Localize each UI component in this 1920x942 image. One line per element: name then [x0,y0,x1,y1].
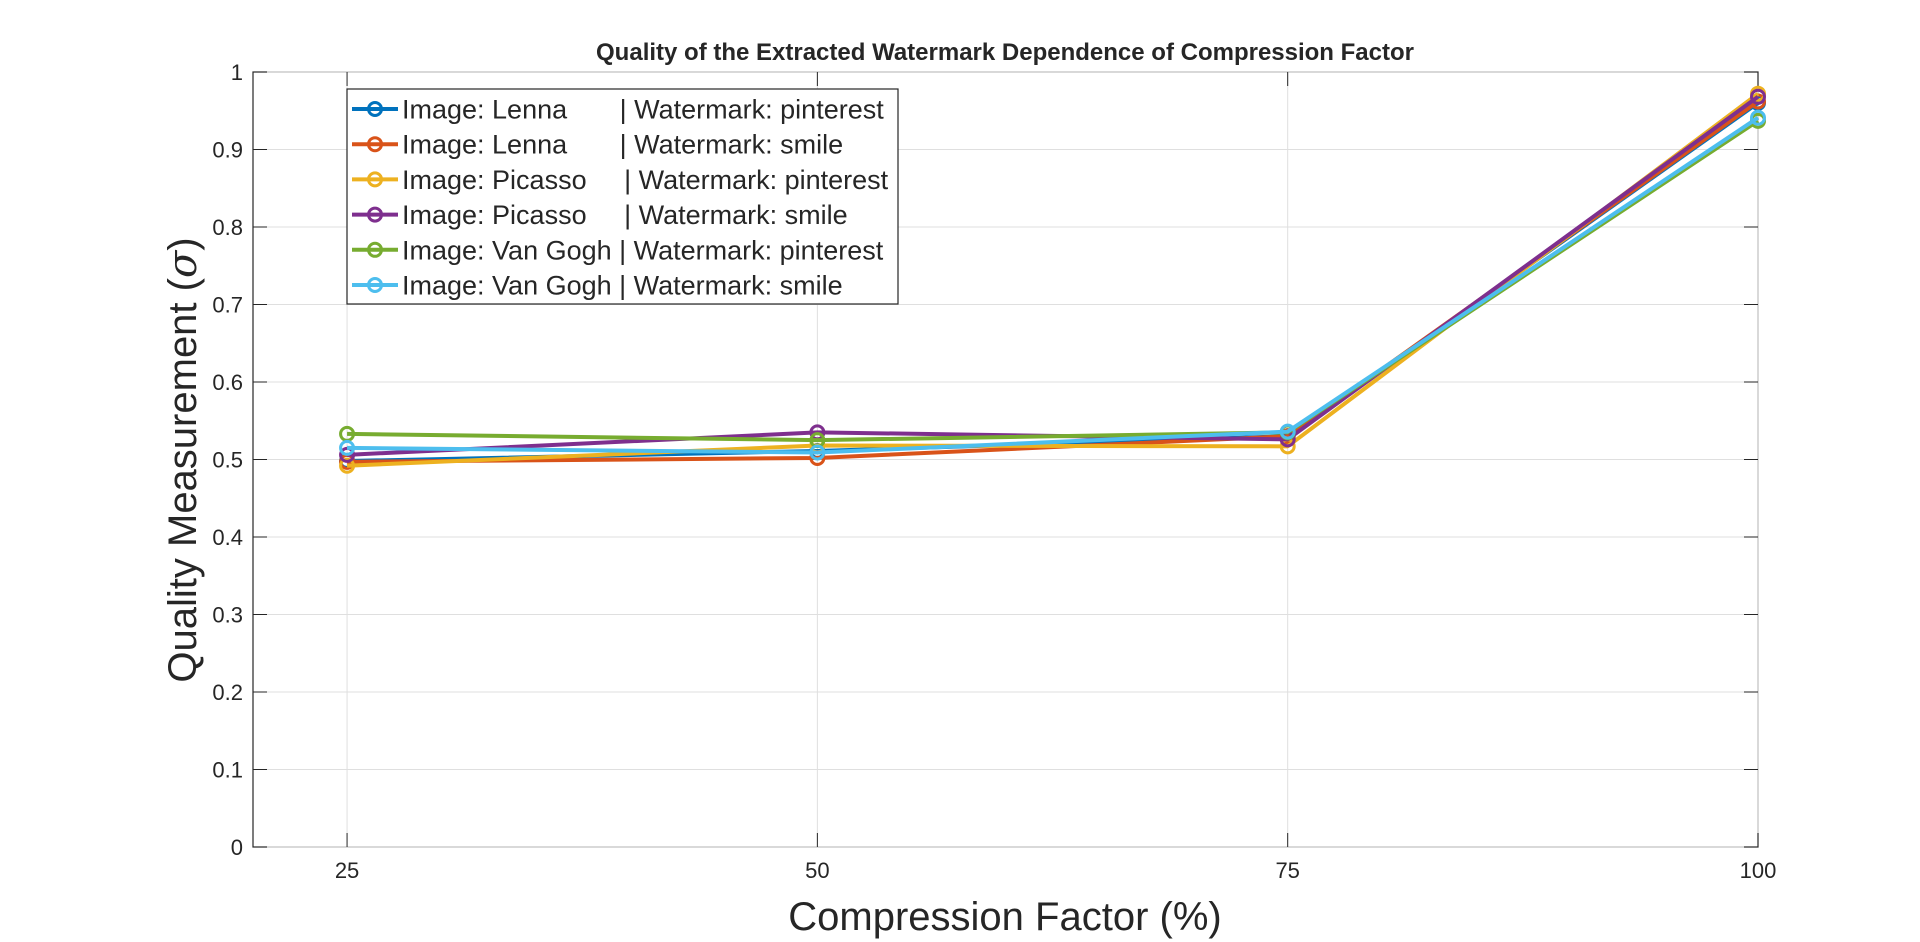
data-point [1750,109,1766,126]
y-axis-label-close: ) [161,237,205,250]
legend-items: Image: Lenna | Watermark: pinterest Image… [352,95,889,301]
x-tick-label: 100 [1740,858,1777,883]
legend-swatch-marker [367,241,383,258]
legend-swatch-marker [367,277,383,293]
legend-label: Image: Van Gogh | Watermark: smile [402,271,843,301]
y-tick-label: 0 [231,835,243,860]
data-point [1750,88,1766,105]
data-point [339,457,356,474]
legend-box [346,88,899,305]
legend-swatch-marker [367,101,383,117]
legend-label: Image: Lenna | Watermark: pinterest [402,95,884,125]
y-axis-label: Quality Measurement (σ) [160,237,206,682]
data-point [1279,423,1296,440]
y-tick-label: 0.7 [212,293,243,318]
series-6 [339,109,1766,461]
chart-title: Quality of the Extracted Watermark Depen… [596,39,1414,66]
x-axis-label: Compression Factor (%) [788,895,1221,939]
y-axis-label-text: Quality Measurement ( [161,277,205,682]
legend-label: Image: Picasso | Watermark: smile [402,200,848,230]
legend-item: Image: Lenna | Watermark: pinterest [352,95,884,125]
legend-label: Image: Van Gogh | Watermark: pinterest [402,235,884,265]
legend-item: Image: Van Gogh | Watermark: smile [352,271,843,301]
y-tick-label: 0.3 [212,603,243,628]
x-tick-label: 75 [1275,858,1299,883]
legend-item: Image: Van Gogh | Watermark: pinterest [352,235,884,265]
x-tick-label: 25 [335,858,359,883]
y-tick-labels: 0 0.1 0.2 0.3 0.4 0.5 0.6 0.7 0.8 0.9 1 [212,60,243,860]
y-tick-label: 0.2 [212,680,243,705]
legend-item: Image: Lenna | Watermark: smile [352,130,843,160]
y-tick-label: 0.8 [212,215,243,240]
legend-item: Image: Picasso | Watermark: smile [352,200,848,230]
legend-swatch-marker [367,206,383,223]
y-tick-label: 0.1 [212,758,243,783]
y-tick-label: 0.9 [212,138,243,163]
legend: Image: Lenna | Watermark: pinterest Image… [346,88,899,305]
data-point [809,444,826,461]
y-axis-label-symbol: σ [160,249,206,278]
series-group [339,85,1766,474]
tick-marks [253,71,1759,848]
legend-swatch-marker [367,136,383,153]
legend-item: Image: Picasso | Watermark: pinterest [352,165,889,195]
x-tick-label: 50 [805,858,829,883]
data-point [339,439,356,456]
legend-swatch-marker [367,171,383,188]
y-tick-label: 0.5 [212,448,243,473]
legend-label: Image: Picasso | Watermark: pinterest [402,165,889,195]
y-tick-label: 0.6 [212,370,243,395]
legend-label: Image: Lenna | Watermark: smile [402,130,843,160]
series-line [347,116,1760,455]
x-tick-labels: 25 50 75 100 [335,858,1777,883]
y-tick-label: 0.4 [212,525,243,550]
y-tick-label: 1 [231,60,243,85]
